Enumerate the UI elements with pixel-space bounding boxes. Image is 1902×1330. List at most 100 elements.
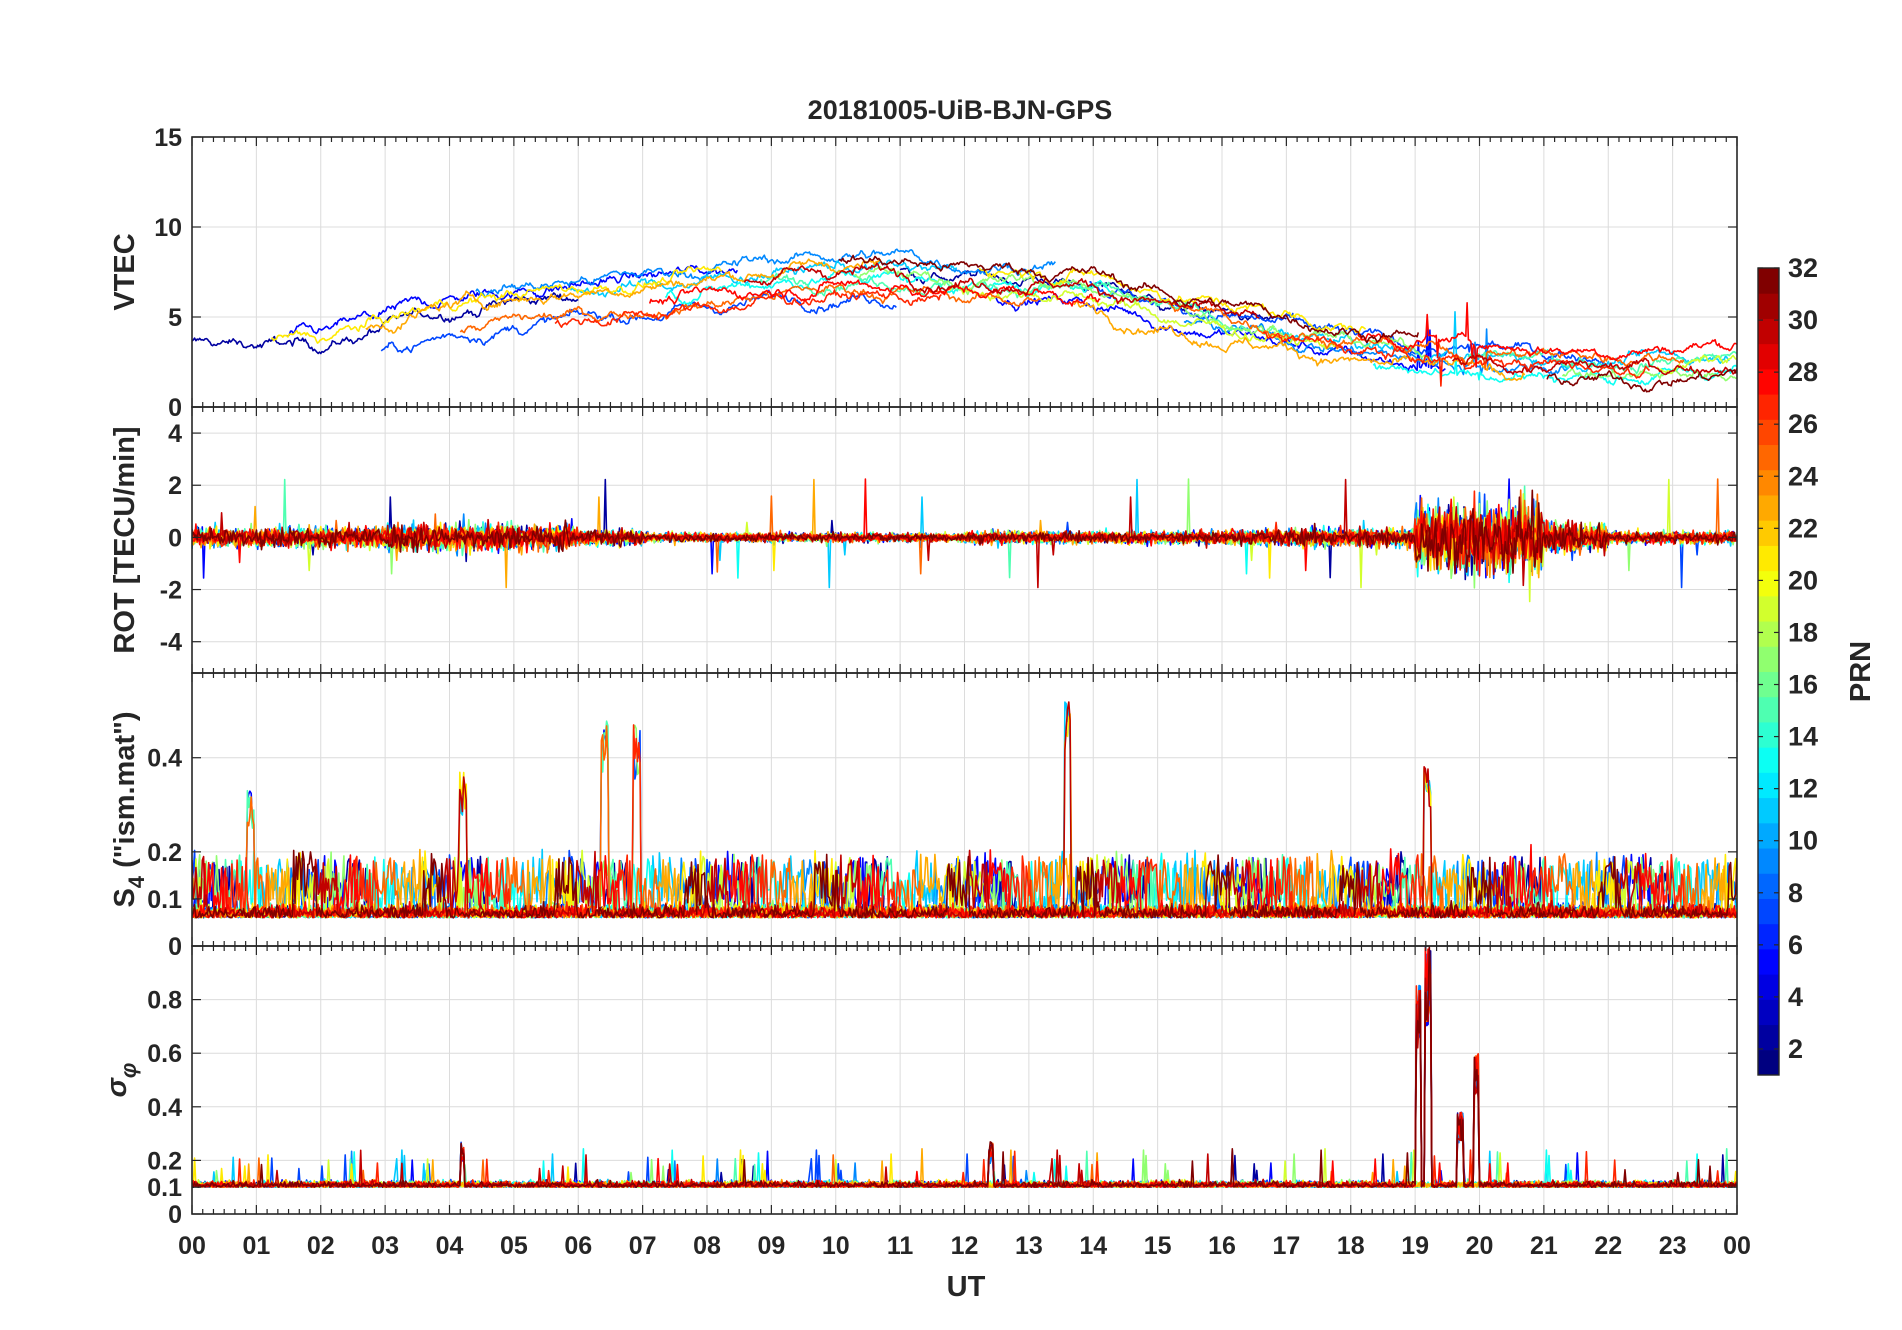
series-line-prn-32 (192, 849, 1737, 919)
colorbar-segment (1758, 419, 1779, 446)
colorbar-tick-label: 20 (1788, 565, 1818, 595)
x-tick-label: 11 (887, 1232, 914, 1260)
y-axis-label-vtec: VTEC (109, 233, 141, 310)
series-line-prn-32 (192, 946, 1737, 1188)
series-line-prn-23 (365, 258, 881, 334)
panel-s4: 0 0.1 0.2 0.4S4 ("ism.mat") (109, 672, 1738, 961)
colorbar-segment (1758, 444, 1779, 471)
y-tick-label: 4 (168, 420, 182, 448)
series-line-prn-28 (192, 478, 1737, 577)
colorbar-tick-label: 28 (1788, 357, 1818, 387)
colorbar-segment (1758, 721, 1779, 748)
colorbar-segment (1758, 797, 1779, 824)
x-tick-label: 18 (1337, 1232, 1365, 1260)
colorbar-segment (1758, 368, 1779, 395)
colorbar-segment (1758, 494, 1779, 521)
y-tick-label: 15 (154, 124, 182, 152)
y-tick-label: 0.1 (147, 1174, 182, 1202)
x-tick-label: 07 (629, 1232, 657, 1260)
x-tick-label: 08 (693, 1232, 721, 1260)
series-line-prn-11 (1277, 311, 1730, 373)
traces-s4 (192, 701, 1737, 919)
x-tick-label: 12 (951, 1232, 979, 1260)
colorbar-tick-label: 22 (1788, 513, 1818, 543)
series-line-prn-21 (271, 265, 723, 344)
series-line-prn-30 (743, 262, 1260, 319)
series-line-prn-32 (192, 489, 1737, 575)
x-tick-label: 21 (1530, 1232, 1558, 1260)
colorbar-segment (1758, 545, 1779, 572)
y-tick-label: 5 (168, 304, 182, 332)
colorbar-segment (1758, 873, 1779, 899)
colorbar-segment (1758, 1049, 1779, 1076)
colorbar-segment (1758, 999, 1779, 1026)
panel-sigphi: 00.10.2 0.4 0.6 0.8 σφ 00 01 02 03 04 05 06 07 08 09 10… (101, 945, 1751, 1260)
colorbar-segment (1758, 1024, 1779, 1051)
traces-rot (192, 478, 1737, 603)
colorbar-segment (1758, 469, 1779, 496)
series-line-prn-9 (475, 248, 1056, 298)
panel-rot: -4 -2 0 2 4 ROT [TECU/min] (109, 406, 1738, 674)
y-tick-label: 0.2 (147, 1147, 182, 1175)
y-tick-label: 0.2 (147, 839, 182, 867)
y-tick-label: 0.6 (147, 1040, 182, 1068)
colorbar-frame (1757, 267, 1780, 1076)
colorbar-segment (1758, 822, 1779, 849)
y-tick-label: 0.1 (147, 886, 182, 914)
colorbar-tick-label: 18 (1788, 617, 1818, 647)
panel-vtec: 0 5 10 15 VTEC (109, 124, 1738, 422)
colorbar-segment (1758, 293, 1779, 319)
colorbar-tick-label: 6 (1788, 930, 1803, 960)
x-tick-label: 19 (1401, 1232, 1429, 1260)
chart-title: 20181005-UiB-BJN-GPS (808, 95, 1113, 125)
colorbar-segment (1758, 621, 1779, 647)
colorbar-tick-label: 30 (1788, 305, 1818, 335)
y-tick-label: 0 (168, 524, 182, 552)
series-line-prn-28 (1357, 302, 1737, 368)
y-tick-label: 10 (154, 214, 182, 242)
y-tick-label: 2 (168, 472, 182, 500)
colorbar-segment (1758, 696, 1779, 723)
colorbar-tick-label: 32 (1788, 253, 1818, 283)
colorbar-segment (1758, 520, 1779, 546)
colorbar-label: PRN (1845, 641, 1877, 702)
colorbar-tick-label: 4 (1788, 982, 1803, 1012)
series-line-prn-25 (1168, 302, 1685, 371)
y-tick-label: -4 (160, 629, 182, 657)
y-axis-label-rot: ROT [TECU/min] (109, 426, 141, 653)
colorbar-tick-label: 16 (1788, 670, 1818, 700)
colorbar-segment (1758, 772, 1779, 799)
series-line-prn-27 (1262, 331, 1651, 387)
y-tick-label: -2 (160, 577, 182, 605)
colorbar-segment (1758, 948, 1779, 975)
colorbar-segment (1758, 646, 1779, 672)
series-line-prn-5 (994, 292, 1446, 372)
series-line-prn-32 (838, 254, 1420, 344)
x-tick-label: 23 (1659, 1232, 1687, 1260)
colorbar-tick-label: 24 (1788, 461, 1818, 491)
series-line-prn-27 (554, 289, 942, 328)
colorbar-tick-label: 8 (1788, 878, 1803, 908)
x-tick-label: 20 (1466, 1232, 1494, 1260)
series-line-prn-28 (648, 279, 1101, 307)
x-tick-label: 14 (1079, 1232, 1107, 1260)
traces-sigphi (192, 946, 1737, 1188)
series-line-prn-23 (1073, 300, 1526, 382)
colorbar-tick-label: 26 (1788, 409, 1818, 439)
x-tick-label: 04 (436, 1232, 464, 1260)
colorbar-segment (1758, 343, 1779, 370)
colorbar-segment (1758, 268, 1779, 294)
series-line-prn-13 (665, 269, 1117, 306)
x-axis-label: UT (947, 1271, 986, 1303)
x-tick-label: 09 (757, 1232, 785, 1260)
x-tick-label: 00 (178, 1232, 206, 1260)
x-tick-label: 13 (1015, 1232, 1043, 1260)
y-tick-label: 0.8 (147, 987, 182, 1015)
y-axis-label-s4: S4 ("ism.mat") (109, 711, 149, 907)
colorbar-segment (1758, 671, 1779, 698)
x-tick-label: 03 (371, 1232, 399, 1260)
series-line-prn-17 (1561, 368, 1737, 382)
colorbar-segment (1758, 570, 1779, 597)
x-tick-label: 22 (1594, 1232, 1622, 1260)
